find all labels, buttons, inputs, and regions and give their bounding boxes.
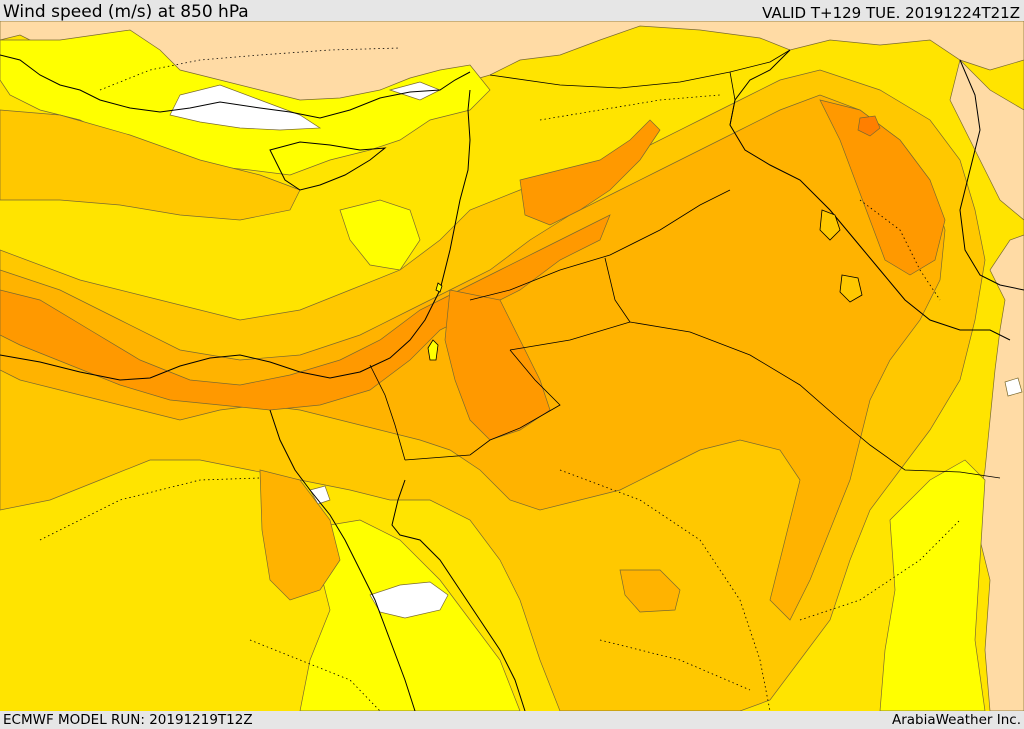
lake <box>819 209 841 241</box>
calm-patch <box>169 84 322 131</box>
admin-boundary <box>539 94 721 121</box>
coastline <box>0 89 471 381</box>
border <box>489 49 791 89</box>
border <box>729 71 736 126</box>
lake <box>839 274 863 303</box>
footer-bar: ECMWF MODEL RUN: 20191219T12Z ArabiaWeat… <box>0 711 1024 729</box>
border <box>604 257 631 323</box>
admin-boundary <box>799 519 961 621</box>
coastline <box>391 479 526 711</box>
calm-patch <box>1004 377 1023 397</box>
admin-boundary <box>559 469 771 711</box>
amber-zone <box>259 469 341 601</box>
orange-zone <box>819 99 946 276</box>
border <box>404 349 561 461</box>
orange-zone <box>519 119 661 226</box>
amber-zone <box>619 569 681 613</box>
coastline <box>729 49 1011 341</box>
coastline <box>269 141 387 191</box>
coastline <box>959 59 1024 291</box>
border <box>469 189 731 301</box>
header-bar: Wind speed (m/s) at 850 hPa VALID T+129 … <box>0 0 1024 22</box>
dark-orange-zone <box>857 115 881 137</box>
map-title: Wind speed (m/s) at 850 hPa <box>3 2 249 22</box>
orange-zone <box>0 214 611 411</box>
calm-patch <box>309 485 331 505</box>
wind-speed-map[interactable] <box>0 21 1024 711</box>
calm-patch <box>369 581 449 619</box>
light-yellow-zone <box>879 459 986 711</box>
border <box>369 364 406 461</box>
model-run: ECMWF MODEL RUN: 20191219T12Z <box>3 712 253 728</box>
light-yellow-zone <box>339 199 421 271</box>
admin-boundary <box>599 639 751 691</box>
calm-zone-east <box>949 59 1024 711</box>
orange-zone <box>444 289 551 441</box>
admin-boundary <box>859 199 941 301</box>
valid-time: VALID T+129 TUE. 20191224T21Z <box>762 4 1020 22</box>
coastline <box>0 54 471 119</box>
lake <box>435 282 443 293</box>
credit: ArabiaWeather Inc. <box>891 712 1021 728</box>
coastline <box>269 409 416 711</box>
gold-zone <box>0 109 301 221</box>
admin-boundary <box>39 477 261 541</box>
border <box>509 321 1001 479</box>
lake <box>427 339 439 361</box>
